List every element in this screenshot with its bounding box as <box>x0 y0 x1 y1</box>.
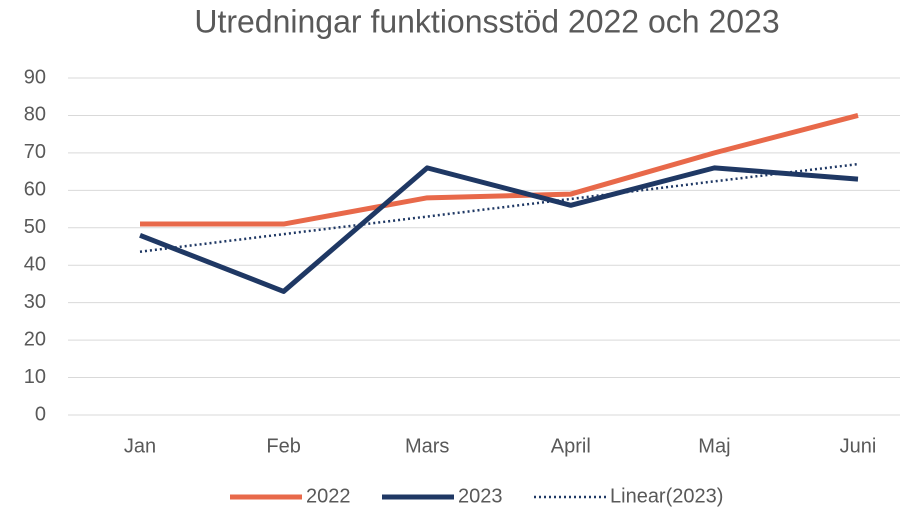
y-tick-label: 90 <box>24 66 46 88</box>
y-tick-label: 20 <box>24 328 46 350</box>
legend-label: 2022 <box>306 485 351 507</box>
y-tick-label: 60 <box>24 179 46 201</box>
x-tick-label: Maj <box>698 435 730 457</box>
legend-label: Linear(2023) <box>610 485 723 507</box>
y-tick-label: 80 <box>24 104 46 126</box>
legend-label: 2023 <box>458 485 503 507</box>
y-tick-label: 0 <box>35 403 46 425</box>
x-tick-label: Juni <box>840 435 877 457</box>
x-tick-label: Jan <box>124 435 156 457</box>
series-line <box>140 113 859 227</box>
chart-title: Utredningar funktionsstöd 2022 och 2023 <box>194 3 779 39</box>
trend-line <box>139 162 859 253</box>
y-tick-label: 70 <box>24 141 46 163</box>
x-tick-label: Mars <box>405 435 449 457</box>
x-tick-label: April <box>551 435 591 457</box>
y-tick-label: 40 <box>24 254 46 276</box>
y-tick-label: 30 <box>24 291 46 313</box>
series-line <box>139 165 859 294</box>
y-tick-label: 50 <box>24 216 46 238</box>
y-tick-label: 10 <box>24 366 46 388</box>
x-tick-label: Feb <box>266 435 300 457</box>
